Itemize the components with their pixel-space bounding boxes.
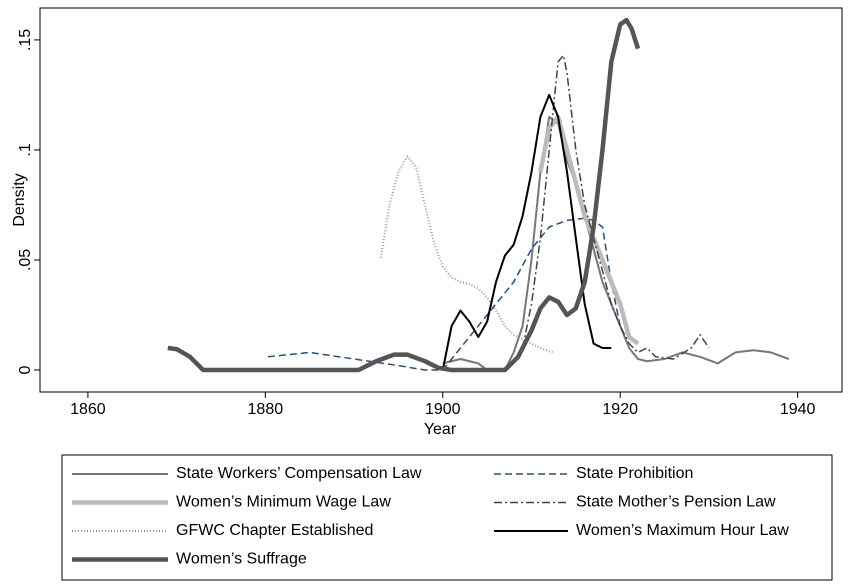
x-tick-label: 1900 [425,401,461,418]
legend-label: Women’s Minimum Wage Law [176,494,391,511]
series-line [267,217,621,371]
series-line [521,54,710,360]
series-line [167,17,641,373]
legend-label: State Workers’ Compensation Law [176,465,422,482]
x-tick-label: 1940 [780,401,816,418]
legend-box [61,454,833,581]
legend-label: Women’s Maximum Hour Law [576,522,789,539]
y-tick-label: 0 [17,365,34,374]
y-tick-label: .05 [17,249,34,271]
series-line [442,115,790,371]
plot-frame [39,7,843,393]
legend-label: State Prohibition [576,465,693,482]
x-tick-label: 1920 [602,401,638,418]
y-tick-label: .1 [17,143,34,156]
series-line [379,155,554,354]
x-tick-label: 1860 [70,401,106,418]
x-tick-label: 1880 [248,401,284,418]
y-axis-label: Density [11,173,28,226]
legend-label: GFWC Chapter Established [176,522,373,539]
legend-label: State Mother’s Pension Law [576,494,776,511]
series-line [538,114,640,346]
x-axis-label: Year [424,421,457,438]
y-tick-label: .15 [17,29,34,51]
legend-label: Women’s Suffrage [176,551,307,568]
